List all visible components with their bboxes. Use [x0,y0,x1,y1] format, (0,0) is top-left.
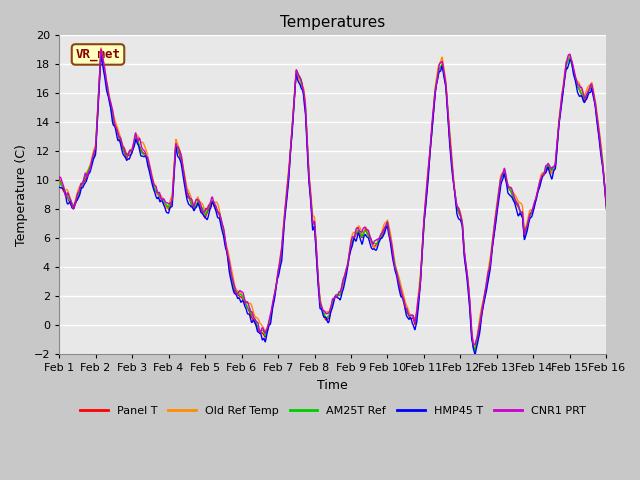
Legend: Panel T, Old Ref Temp, AM25T Ref, HMP45 T, CNR1 PRT: Panel T, Old Ref Temp, AM25T Ref, HMP45 … [76,401,590,420]
Title: Temperatures: Temperatures [280,15,385,30]
Y-axis label: Temperature (C): Temperature (C) [15,144,28,246]
X-axis label: Time: Time [317,379,348,392]
Text: VR_met: VR_met [76,48,120,61]
